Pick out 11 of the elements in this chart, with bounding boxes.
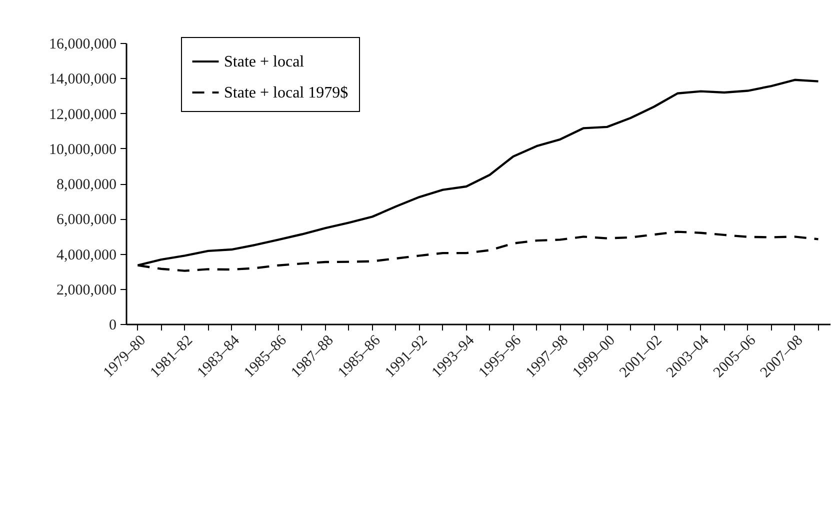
y-tick-label: 16,000,000 [49, 36, 116, 52]
y-tick-label: 12,000,000 [49, 106, 116, 123]
legend-label: State + local 1979$ [224, 84, 348, 102]
y-tick-label: 10,000,000 [49, 142, 116, 158]
y-tick-label: 0 [109, 318, 116, 334]
y-tick-label: 2,000,000 [56, 282, 116, 298]
y-tick-label: 6,000,000 [56, 212, 116, 228]
y-tick-label: 8,000,000 [56, 177, 116, 193]
y-tick-label: 4,000,000 [56, 247, 116, 264]
legend-label: State + local [224, 54, 305, 70]
y-tick-label: 14,000,000 [49, 72, 116, 88]
